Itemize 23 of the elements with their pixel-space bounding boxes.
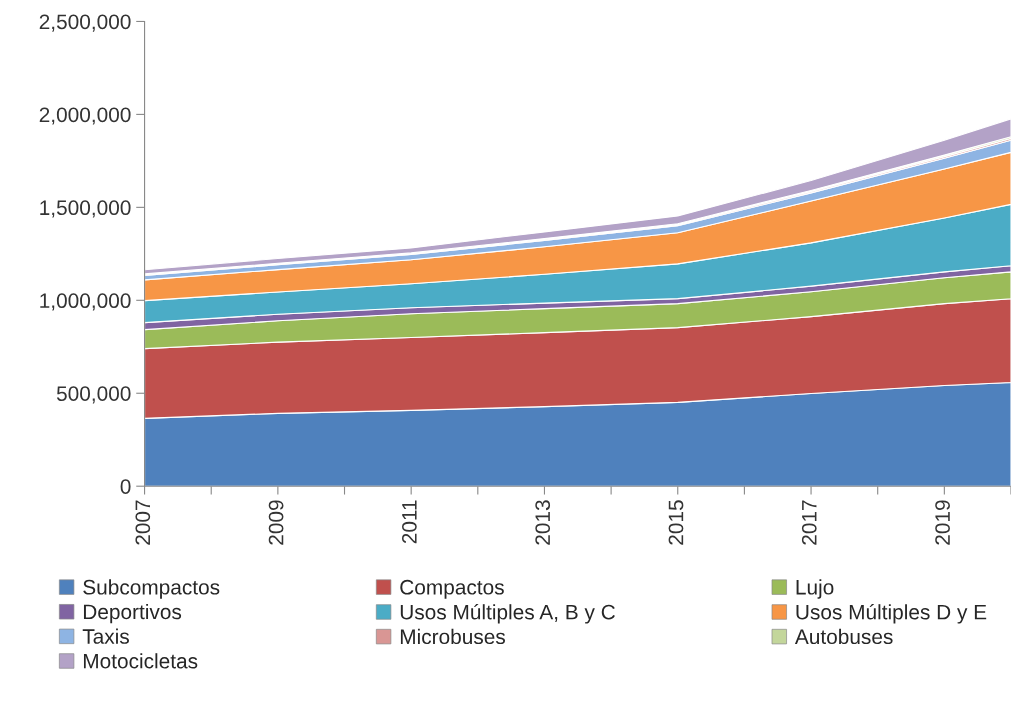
legend-label: Autobuses bbox=[794, 628, 893, 645]
x-tick-label: 2013 bbox=[535, 500, 551, 545]
legend-label: Microbuses bbox=[400, 628, 505, 645]
y-tick-label: 1,000,000 bbox=[40, 293, 131, 311]
legend-label: Compactos bbox=[400, 579, 504, 599]
y-tick-label: 500,000 bbox=[56, 386, 131, 404]
legend-label: Motocicletas bbox=[83, 653, 198, 669]
x-tick-label: 2011 bbox=[402, 500, 417, 544]
x-tick-label: 2017 bbox=[801, 500, 817, 545]
legend-label: Usos Múltiples A, B y C bbox=[400, 603, 615, 624]
legend-label: Lujo bbox=[796, 579, 834, 599]
legend-label: Subcompactos bbox=[83, 579, 220, 599]
x-tick-label: 2007 bbox=[135, 500, 151, 545]
x-tick-label: 2019 bbox=[935, 500, 950, 545]
y-tick-label: 0 bbox=[120, 479, 131, 494]
x-tick-label: 2009 bbox=[268, 500, 284, 545]
x-tick-label: 2015 bbox=[668, 500, 684, 545]
y-tick-label: 2,500,000 bbox=[39, 14, 131, 32]
legend-label: Deportivos bbox=[83, 603, 182, 624]
y-tick-label: 2,000,000 bbox=[39, 107, 131, 125]
legend-label: Usos Múltiples D y E bbox=[796, 603, 987, 624]
legend-label: Taxis bbox=[82, 628, 129, 644]
y-tick-label: 1,500,000 bbox=[40, 200, 131, 218]
